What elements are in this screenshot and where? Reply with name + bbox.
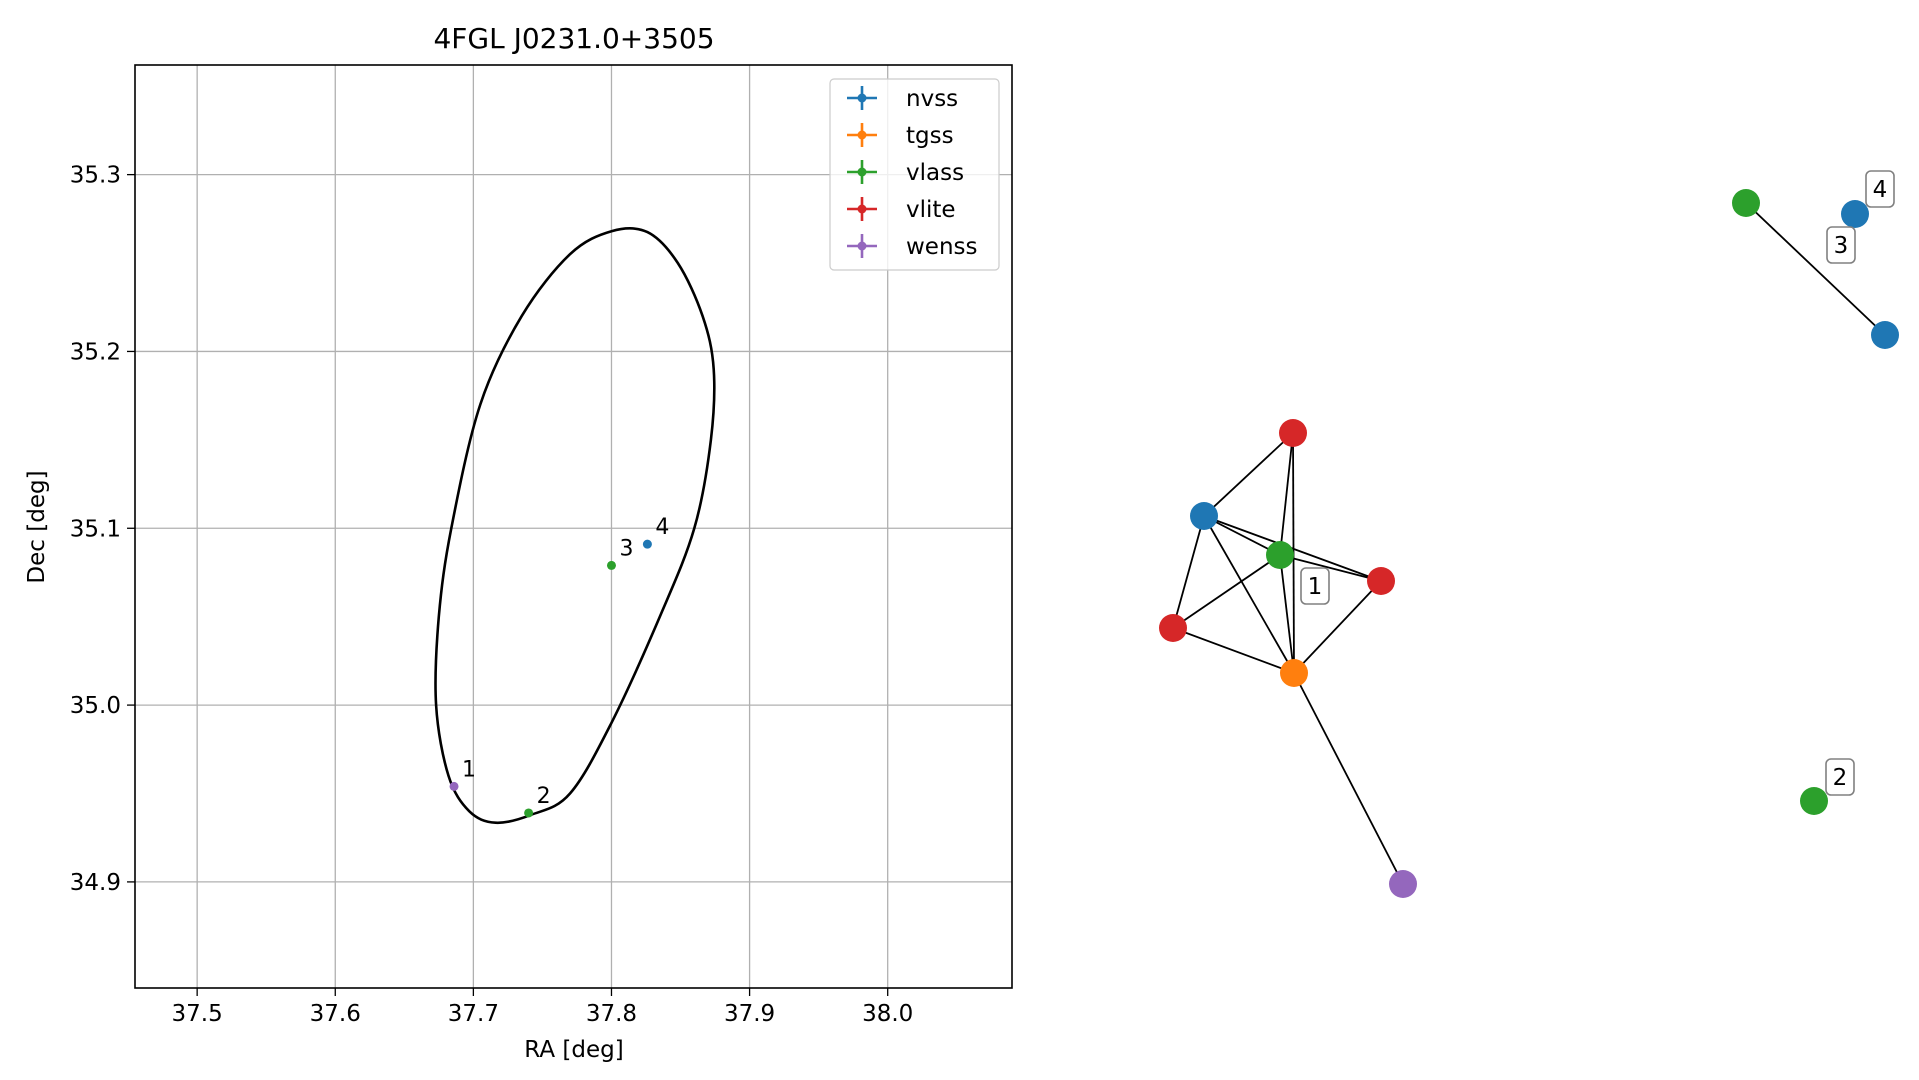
network-edge [1279,554,1382,582]
y-axis-label: Dec [deg] [24,470,50,583]
group-labels: 1 2 3 4 [1300,170,1895,796]
legend-marker-dot [857,167,867,177]
legend-marker-dot [857,241,867,251]
network-node [1159,614,1187,642]
network-edges [1172,202,1886,885]
error-ellipse-layer [434,226,716,825]
point-label: 4 [655,515,669,540]
x-axis-label: RA [deg] [524,1037,623,1063]
network-edge [1172,554,1281,629]
y-tick-label: 35.0 [70,693,121,719]
network-edge [1203,515,1382,582]
legend-marker-dot [857,93,867,103]
network-node [1800,787,1828,815]
network-edge [1203,515,1281,556]
source-point [449,781,459,791]
network-edge [1279,554,1295,674]
x-tick-label: 37.9 [724,1001,775,1027]
group-label: 3 [1834,233,1849,259]
group-label: 2 [1833,765,1848,791]
network-node [1190,502,1218,530]
x-tick-label: 37.7 [448,1001,499,1027]
x-tick-label: 37.8 [586,1001,637,1027]
y-tick-label: 35.3 [70,163,121,189]
point-label: 2 [537,784,551,809]
network-node [1266,541,1294,569]
legend: nvss tgss vlass vlite wenss [829,78,1000,271]
x-axis-ticks: 37.5 37.6 37.7 37.8 37.9 38.0 [172,988,913,1027]
network-node [1871,321,1899,349]
legend-label: nvss [906,86,958,112]
y-tick-label: 35.1 [70,516,121,542]
network-edge [1293,672,1404,885]
x-tick-label: 37.6 [310,1001,361,1027]
network-nodes [1159,189,1899,898]
source-point [642,539,652,549]
y-tick-label: 35.2 [70,339,121,365]
source-points: 1 2 34 [449,515,669,818]
network-edge [1203,432,1294,517]
legend-label: wenss [906,234,978,260]
point-label: 3 [619,536,633,561]
network-graph: 1 2 3 4 [1159,170,1899,898]
network-edge [1203,515,1295,674]
legend-marker-dot [857,130,867,140]
network-node [1279,419,1307,447]
network-edge [1293,580,1382,674]
source-point [606,560,616,570]
group-label-box [1826,226,1856,264]
legend-marker-dot [857,204,867,214]
network-edge [1172,627,1295,674]
legend-label: tgss [906,123,954,149]
group-label: 1 [1308,574,1323,600]
x-tick-label: 37.5 [172,1001,223,1027]
group-label-box [1300,567,1330,605]
chart-title: 4FGL J0231.0+3505 [433,22,714,55]
y-tick-label: 34.9 [70,870,121,896]
group-label-box [1865,170,1895,208]
network-node [1389,870,1417,898]
error-ellipse [434,226,716,825]
legend-label: vlass [906,160,964,186]
x-tick-label: 38.0 [862,1001,913,1027]
network-edge [1745,202,1886,336]
network-edge [1172,515,1205,629]
source-point [524,808,534,818]
legend-box [829,78,1000,271]
point-label: 1 [462,757,476,782]
network-node [1732,189,1760,217]
y-axis-ticks: 34.9 35.0 35.1 35.2 35.3 [70,163,135,896]
legend-label: vlite [906,197,956,223]
network-node [1367,567,1395,595]
network-node [1280,659,1308,687]
plot-frame [134,64,1013,989]
group-label: 4 [1873,177,1888,203]
network-node [1841,200,1869,228]
network-edge [1279,432,1294,556]
group-label-box [1825,758,1855,796]
